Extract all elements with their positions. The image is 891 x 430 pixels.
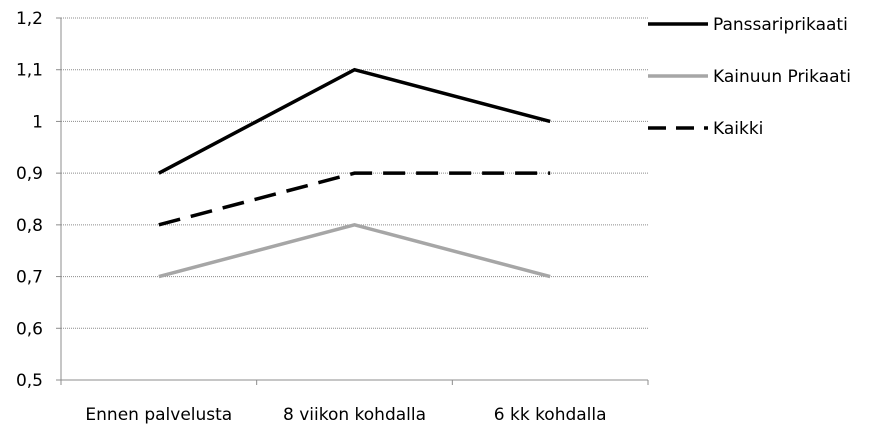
- y-tick-label: 1,2: [16, 9, 43, 29]
- y-axis-tick-labels: 0,5 0,6 0,7 0,8 0,9 1 1,1 1,2: [16, 9, 43, 391]
- y-tick-label: 0,9: [16, 164, 43, 184]
- y-tick-label: 0,5: [16, 371, 43, 391]
- series-line: [158, 223, 551, 279]
- series-line: [158, 67, 551, 175]
- y-tick-label: 1,1: [16, 61, 43, 81]
- legend-label: Kaikki: [713, 119, 763, 139]
- y-tick-label: 0,6: [16, 319, 43, 339]
- x-tick-label: Ennen palvelusta: [85, 405, 232, 425]
- series-lines: [158, 67, 551, 279]
- legend-label: Kainuun Prikaati: [713, 67, 851, 87]
- x-axis-tick-labels: Ennen palvelusta 8 viikon kohdalla 6 kk ko…: [85, 405, 606, 425]
- legend-label: Panssariprikaati: [713, 15, 848, 35]
- y-tick-label: 1: [32, 112, 43, 132]
- series-line: [158, 171, 551, 227]
- x-tick-label: 6 kk kohdalla: [494, 405, 607, 425]
- y-tick-label: 0,8: [16, 216, 43, 236]
- axes: [56, 17, 649, 385]
- x-tick-label: 8 viikon kohdalla: [283, 405, 426, 425]
- legend: Panssariprikaati Kainuun Prikaati Kaikki: [648, 15, 851, 139]
- y-tick-label: 0,7: [16, 268, 43, 288]
